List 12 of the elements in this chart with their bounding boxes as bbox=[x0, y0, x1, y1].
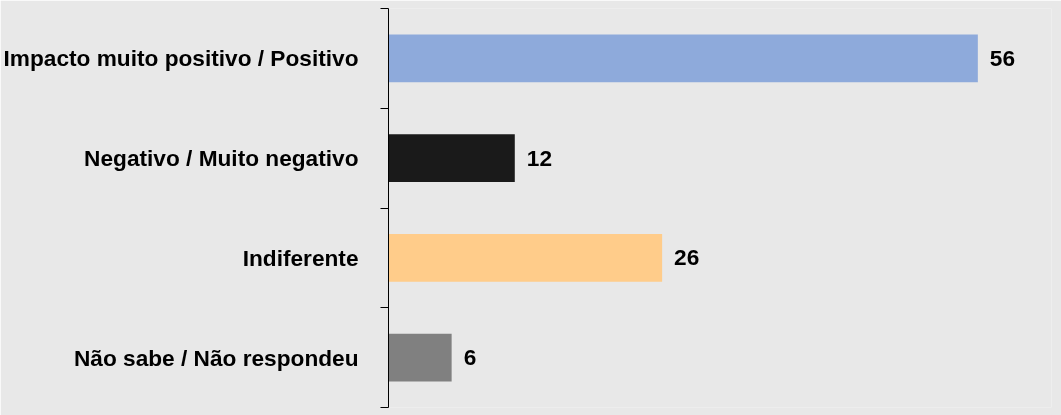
data-label: 12 bbox=[526, 144, 552, 171]
data-label: 6 bbox=[463, 344, 477, 371]
bar bbox=[388, 333, 452, 382]
y-tick-label: Indiferente bbox=[242, 244, 359, 271]
bar bbox=[388, 233, 663, 282]
y-tick-label: Impacto muito positivo / Positivo bbox=[3, 45, 359, 72]
y-tick-label: Negativo / Muito negativo bbox=[84, 145, 359, 172]
bar bbox=[388, 34, 978, 83]
data-label: 56 bbox=[989, 44, 1016, 71]
bar bbox=[388, 134, 515, 183]
data-label: 26 bbox=[674, 244, 700, 271]
y-tick-label: Não sabe / Não respondeu bbox=[73, 344, 359, 371]
